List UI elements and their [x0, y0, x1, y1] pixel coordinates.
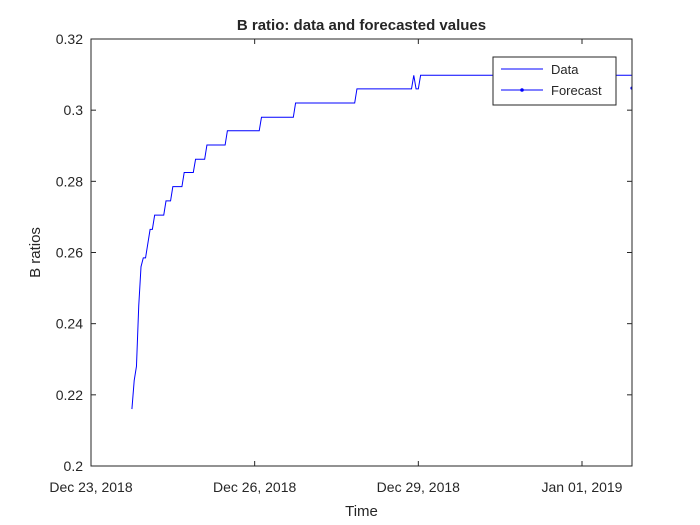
ticks-layer: Dec 23, 2018 Dec 26, 2018 Dec 29, 2018 Jan …: [49, 31, 632, 495]
y-tick-label: 0.3: [64, 102, 84, 118]
x-tick-label: Dec 26, 2018: [213, 479, 296, 495]
y-tick-label: 0.28: [56, 173, 83, 189]
x-tick-label: Dec 23, 2018: [49, 479, 132, 495]
plot-area: [91, 39, 632, 466]
legend: Data Forecast: [492, 56, 617, 106]
x-axis-label: Time: [345, 503, 378, 520]
y-axis-label: B ratios: [27, 227, 44, 278]
y-tick-label: 0.32: [56, 31, 83, 47]
legend-box: [492, 56, 617, 106]
y-tick-label: 0.2: [64, 458, 84, 474]
legend-marker-forecast: [520, 88, 524, 92]
y-tick-label: 0.22: [56, 387, 83, 403]
legend-label-data: Data: [551, 62, 579, 77]
chart-title: B ratio: data and forecasted values: [237, 17, 486, 34]
x-tick-label: Dec 29, 2018: [377, 479, 460, 495]
y-tick-label: 0.24: [56, 316, 83, 332]
legend-label-forecast: Forecast: [551, 83, 602, 98]
x-tick-label: Jan 01, 2019: [542, 479, 623, 495]
y-tick-label: 0.26: [56, 245, 83, 261]
series-line-data: [131, 74, 632, 410]
